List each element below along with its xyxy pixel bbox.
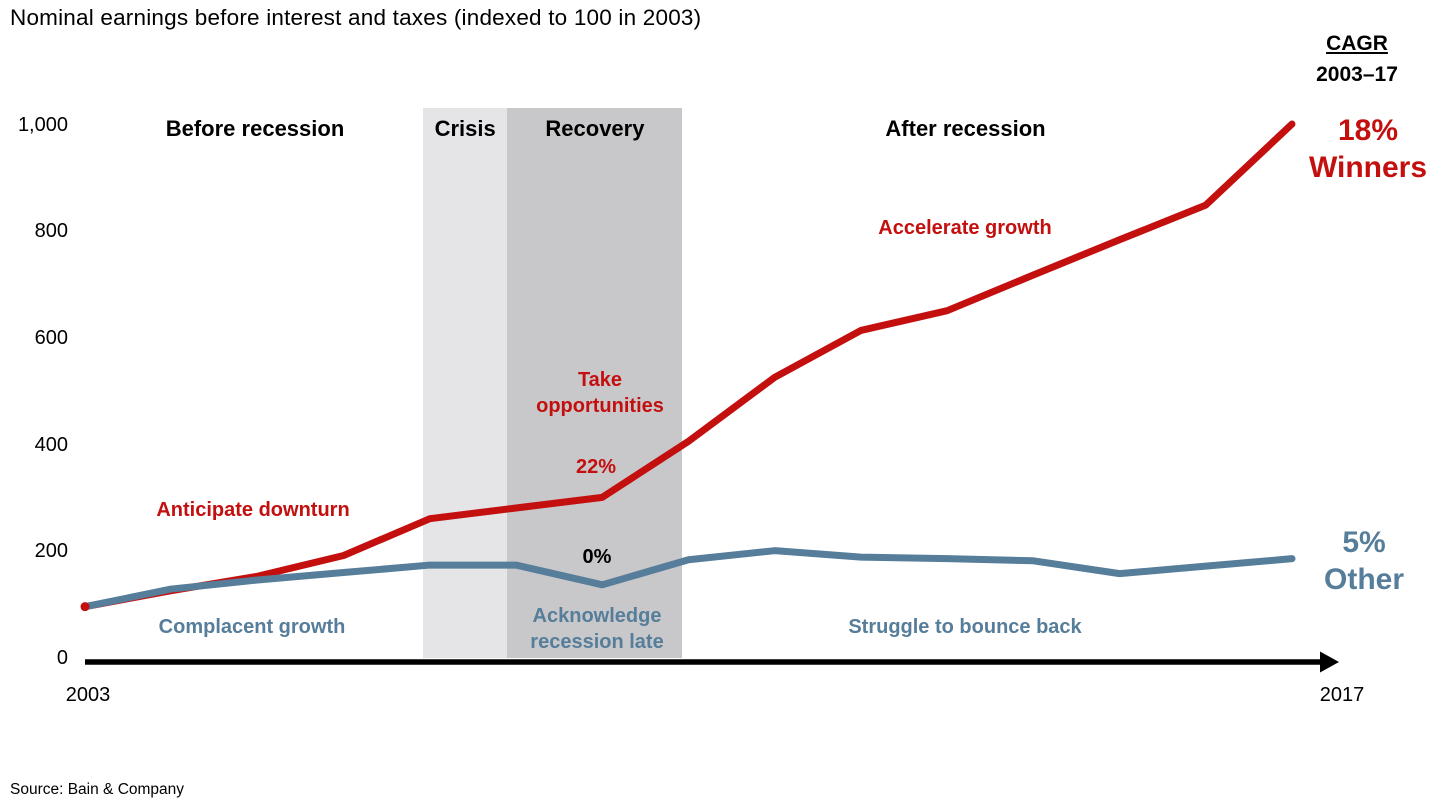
annotation-anticipate-downturn: Anticipate downturn xyxy=(156,499,350,521)
y-tick-label: 200 xyxy=(34,540,68,563)
y-tick-label: 400 xyxy=(34,433,68,456)
series-line-winners xyxy=(81,120,1296,611)
annotation-22-percent: 22% xyxy=(575,456,617,478)
y-tick-label: 600 xyxy=(34,327,68,350)
chart-title: Nominal earnings before interest and tax… xyxy=(10,5,702,30)
annotation-0-percent: 0% xyxy=(582,546,612,568)
y-tick-label: 1,000 xyxy=(17,113,68,136)
annotation-acknowledge-recession-late: Acknowledge recession late xyxy=(530,605,664,653)
series-start-dot xyxy=(80,602,90,612)
annotation-accelerate-growth: Accelerate growth xyxy=(878,217,1052,239)
annotation-take-opportunities: Take opportunities xyxy=(536,369,664,417)
phase-label-crisis: Crisis xyxy=(434,116,496,141)
y-tick-label: 0 xyxy=(56,647,68,669)
x-axis-arrowhead-icon xyxy=(1320,651,1339,673)
cagr-heading: CAGR xyxy=(1326,32,1388,55)
phase-label-before-recession: Before recession xyxy=(165,116,345,141)
phase-label-after-recession: After recession xyxy=(885,116,1046,141)
annotation-complacent-growth: Complacent growth xyxy=(158,616,346,638)
winners-series-callout: 18% Winners xyxy=(1308,114,1428,184)
annotation-struggle-to-bounce-back: Struggle to bounce back xyxy=(848,616,1082,638)
series-line-other xyxy=(81,547,1296,611)
source-note: Source: Bain & Company xyxy=(10,781,185,798)
other-series-callout: 5% Other xyxy=(1323,526,1405,596)
y-tick-label: 800 xyxy=(34,220,68,243)
cagr-period: 2003–17 xyxy=(1316,63,1398,86)
x-axis-label-end: 2017 xyxy=(1319,684,1365,706)
phase-label-recovery: Recovery xyxy=(545,116,645,141)
x-axis-label-start: 2003 xyxy=(65,684,111,706)
